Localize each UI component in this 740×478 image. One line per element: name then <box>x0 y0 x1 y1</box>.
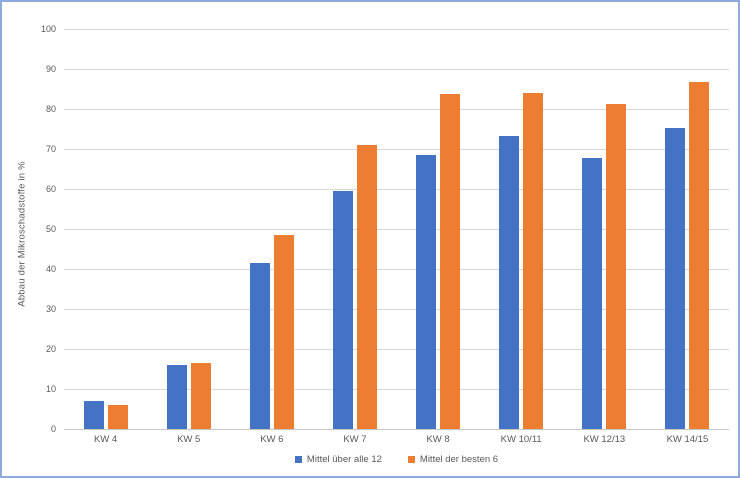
bar-series-blue <box>582 157 603 429</box>
gridline <box>64 349 729 350</box>
y-tick-label: 10 <box>45 384 56 394</box>
bar-series-blue <box>416 155 437 429</box>
y-tick-label: 20 <box>45 344 56 354</box>
y-tick-label: 40 <box>45 264 56 274</box>
gridline <box>64 389 729 390</box>
y-tick-label: 80 <box>45 104 56 114</box>
y-tick-label: 60 <box>45 184 56 194</box>
x-category-label: KW 6 <box>260 434 284 445</box>
gridline <box>64 69 729 70</box>
x-axis-line <box>64 429 729 430</box>
legend-swatch-orange <box>407 455 415 463</box>
bar-series-blue <box>166 365 187 429</box>
gridline <box>64 109 729 110</box>
y-tick-label: 30 <box>45 304 56 314</box>
y-tick-label: 100 <box>40 24 56 34</box>
y-tick-label: 50 <box>45 224 56 234</box>
legend-item: Mittel über alle 12 <box>294 453 382 465</box>
y-tick-label: 90 <box>45 64 56 74</box>
x-category-label: KW 4 <box>93 434 118 445</box>
x-category-label: KW 5 <box>177 434 201 445</box>
y-tick-label: 0 <box>50 424 56 434</box>
bar-series-orange <box>440 93 461 429</box>
bar-series-orange <box>190 362 211 429</box>
bar-series-orange <box>689 81 710 429</box>
bar-series-blue <box>665 127 686 429</box>
gridline <box>64 29 729 30</box>
x-category-label: KW 8 <box>426 434 450 445</box>
bar-series-blue <box>83 401 104 429</box>
bar-series-blue <box>499 136 520 429</box>
bar-series-orange <box>606 104 627 429</box>
y-tick-label: 70 <box>45 144 56 154</box>
legend-label: Mittel der besten 6 <box>419 453 499 465</box>
x-category-label: KW 7 <box>343 434 367 445</box>
legend-swatch-blue <box>294 455 302 463</box>
gridline <box>64 149 729 150</box>
bar-series-blue <box>332 191 353 429</box>
x-category-label: KW 14/15 <box>666 434 709 445</box>
legend-label: Mittel über alle 12 <box>306 453 382 465</box>
bar-series-orange <box>356 145 377 429</box>
gridline <box>64 189 729 190</box>
bar-series-blue <box>249 263 270 429</box>
gridline <box>64 229 729 230</box>
bar-series-orange <box>523 93 544 429</box>
gridline <box>64 309 729 310</box>
bar-series-orange <box>107 405 128 429</box>
legend: Mittel über alle 12 Mittel der besten 6 <box>64 450 729 468</box>
gridline <box>64 269 729 270</box>
plot-area: 0 10 20 30 40 50 60 70 80 90 100 KW 4 KW 5 KW 6 KW 7 KW… <box>41 24 729 445</box>
x-category-label: KW 12/13 <box>583 434 626 445</box>
x-category-label: KW 10/11 <box>500 434 542 445</box>
legend-item: Mittel der besten 6 <box>407 453 499 465</box>
bar-series-orange <box>273 235 294 429</box>
